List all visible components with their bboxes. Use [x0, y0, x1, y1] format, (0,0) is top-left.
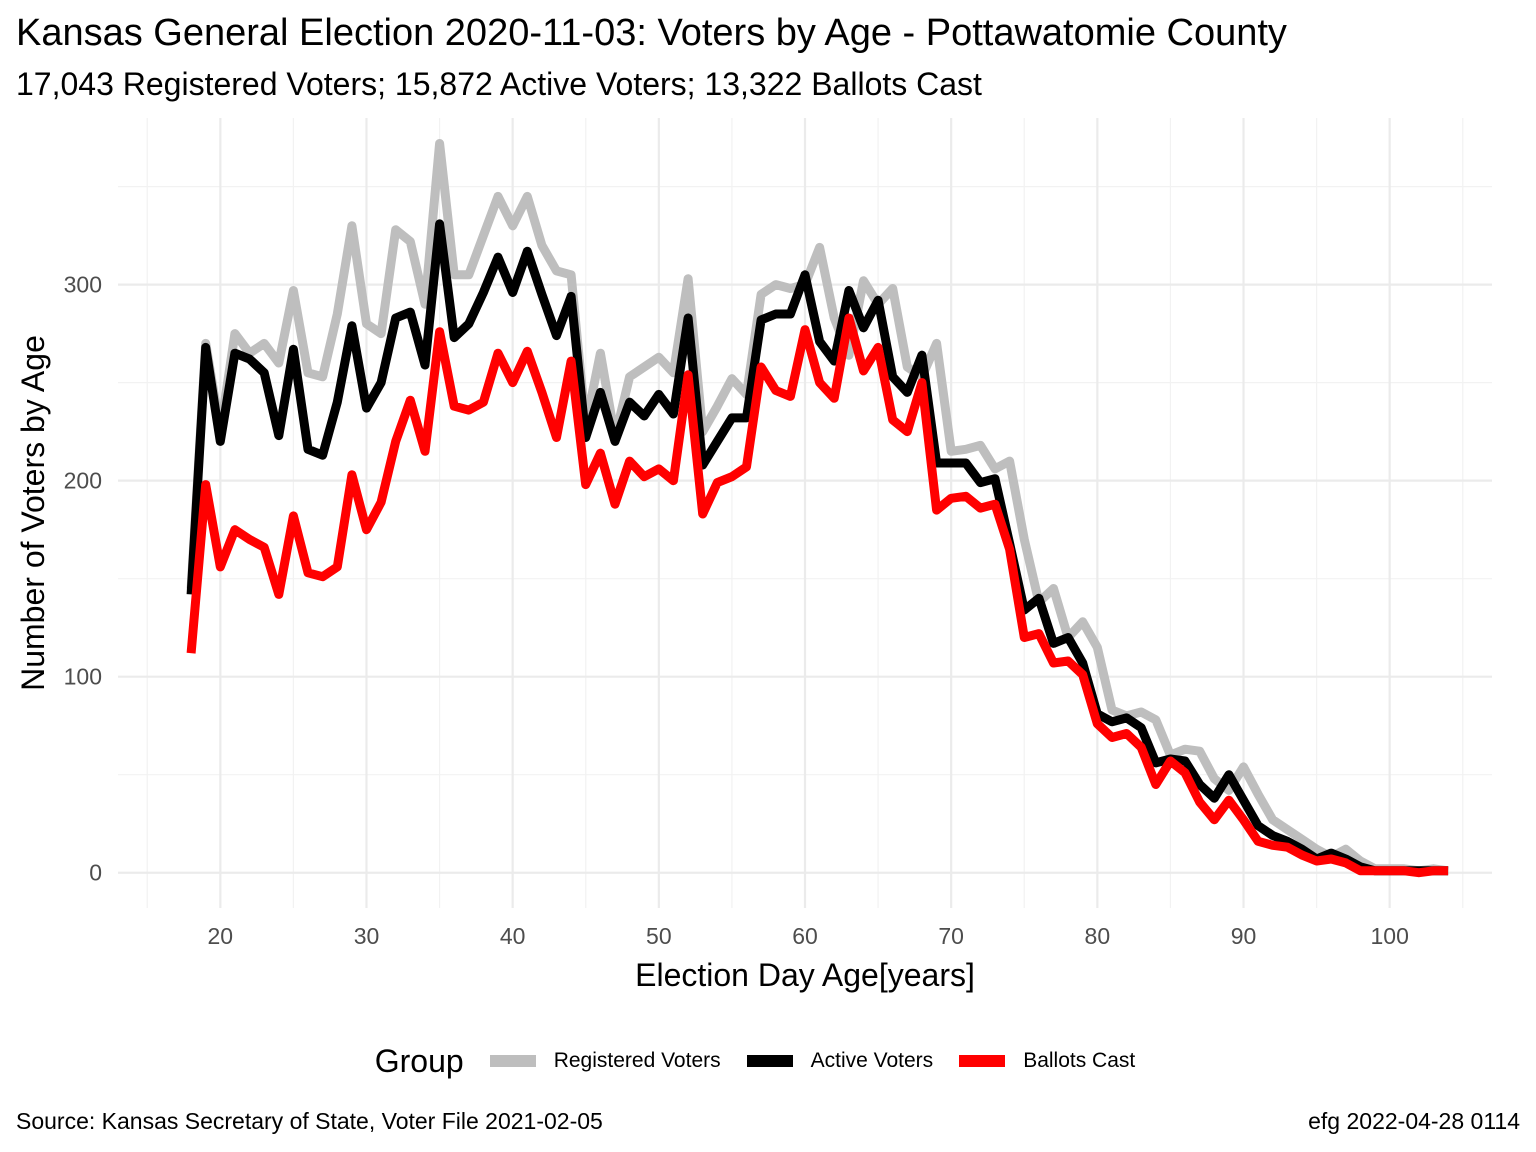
legend-label-active-voters: Active Voters — [810, 1049, 934, 1072]
x-tick-label: 50 — [646, 923, 672, 949]
credit-note: efg 2022-04-28 0114 — [1308, 1108, 1520, 1134]
x-tick-label: 70 — [938, 923, 964, 949]
y-tick-labels: 0 100 200 300 — [64, 272, 102, 886]
major-gridlines — [118, 118, 1492, 908]
source-note: Source: Kansas Secretary of State, Voter… — [16, 1108, 603, 1134]
series-line-registered-voters — [186, 139, 1449, 876]
series-line-active-voters — [186, 219, 1449, 876]
x-tick-label: 60 — [792, 923, 818, 949]
y-axis-title: Number of Voters by Age — [15, 335, 51, 691]
legend-key-ballots-cast — [959, 1055, 1006, 1067]
legend-item-ballots-cast: Ballots Cast — [959, 1049, 1135, 1073]
voters-by-age-chart: 20 30 40 50 60 70 80 90 100 0 100 200 300 Election … — [15, 118, 1492, 993]
legend-label-registered-voters: Registered Voters — [553, 1049, 721, 1072]
legend-title: Group — [374, 1042, 464, 1079]
legend-key-registered-voters — [489, 1055, 536, 1067]
chart-title: Kansas General Election 2020-11-03: Vote… — [16, 12, 1287, 54]
x-tick-label: 100 — [1370, 923, 1408, 949]
legend-item-active-voters: Active Voters — [746, 1049, 934, 1073]
legend-key-active-voters — [746, 1055, 793, 1067]
x-tick-label: 80 — [1085, 923, 1111, 949]
legend: Group Registered Voters Active Voters Ba… — [0, 1036, 1536, 1086]
x-tick-label: 90 — [1231, 923, 1257, 949]
chart-subtitle: 17,043 Registered Voters; 15,872 Active … — [16, 66, 982, 102]
y-tick-label: 0 — [89, 860, 102, 886]
x-tick-label: 30 — [354, 923, 380, 949]
x-tick-labels: 20 30 40 50 60 70 80 90 100 — [208, 923, 1409, 949]
y-tick-label: 300 — [64, 272, 102, 298]
x-axis-title: Election Day Age[years] — [635, 957, 975, 993]
legend-label-ballots-cast: Ballots Cast — [1023, 1049, 1136, 1072]
x-tick-label: 40 — [500, 923, 526, 949]
series-line-ballots-cast — [186, 313, 1449, 878]
legend-item-registered-voters: Registered Voters — [489, 1049, 721, 1073]
y-tick-label: 100 — [64, 664, 102, 690]
y-tick-label: 200 — [64, 468, 102, 494]
x-tick-label: 20 — [208, 923, 234, 949]
series-lines — [186, 139, 1449, 878]
